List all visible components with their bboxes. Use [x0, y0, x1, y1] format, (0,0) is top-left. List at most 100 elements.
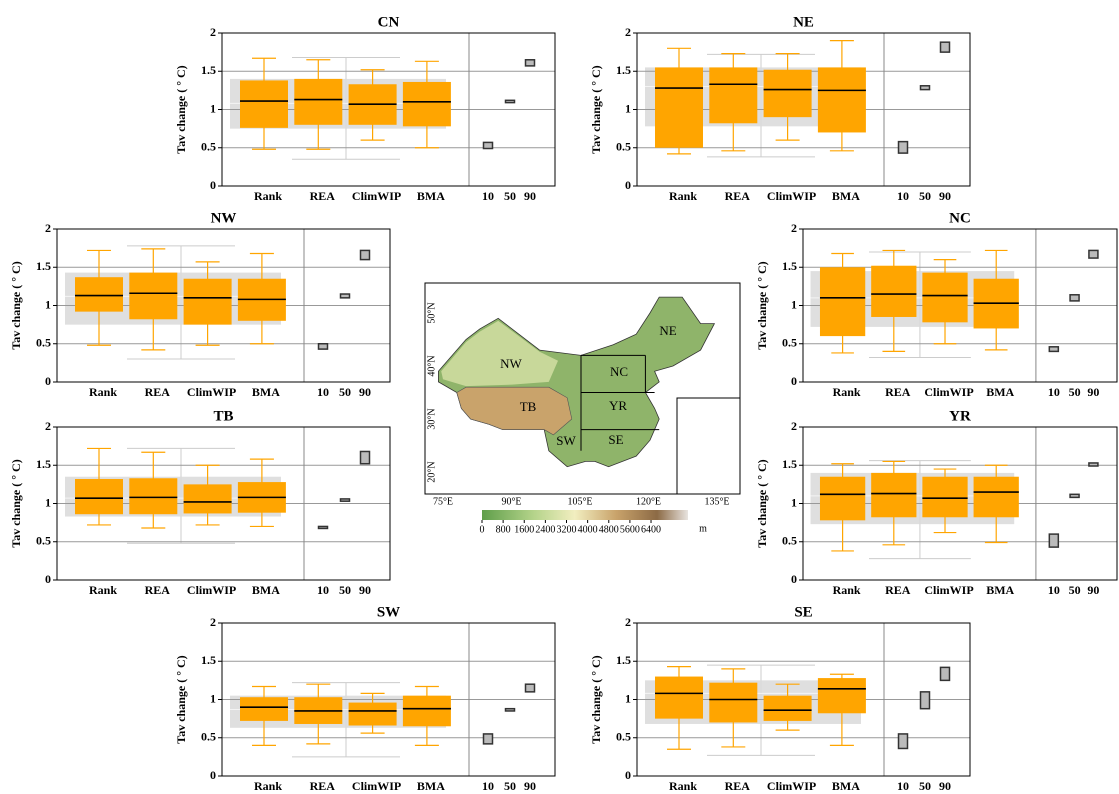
region-label: SE	[608, 432, 623, 447]
panel: NETav change ( ° C)00.511.52RankREAClimW…	[589, 14, 970, 202]
percentile-box	[526, 684, 535, 692]
percentile-box	[484, 142, 493, 148]
colorbar-label: 6400	[641, 524, 661, 535]
percentile-label: 50	[504, 189, 516, 203]
y-tick-label: 2	[210, 25, 216, 39]
percentile-label: 50	[919, 189, 931, 203]
percentile-label: 90	[524, 189, 536, 203]
y-axis-label: Tav change ( ° C)	[589, 655, 603, 743]
box	[974, 477, 1019, 518]
percentile-label: 90	[359, 385, 371, 399]
x-tick-label: REA	[725, 189, 751, 203]
box	[75, 277, 123, 311]
x-tick-label: ClimWIP	[767, 779, 816, 793]
percentile-box	[1089, 250, 1098, 258]
box	[349, 703, 397, 726]
x-tick-label: REA	[310, 189, 336, 203]
x-tick-label: BMA	[986, 583, 1014, 597]
figure: NWNENCYRTBSWSE50°N40°N30°N20°N75°E90°E10…	[0, 0, 1119, 794]
box	[655, 67, 703, 147]
lon-label: 105°E	[567, 496, 592, 507]
colorbar-label: 800	[496, 524, 511, 535]
percentile-box	[1089, 463, 1098, 466]
y-tick-label: 0.5	[616, 730, 631, 744]
lat-label: 20°N	[426, 461, 437, 482]
percentile-box	[1070, 494, 1079, 497]
y-tick-label: 1.5	[616, 653, 631, 667]
x-tick-label: REA	[145, 385, 171, 399]
box	[240, 697, 288, 721]
percentile-box	[361, 250, 370, 259]
x-tick-label: REA	[310, 779, 336, 793]
panel-title: NE	[793, 14, 814, 30]
inset	[677, 398, 740, 494]
x-tick-label: ClimWIP	[924, 385, 973, 399]
x-tick-label: BMA	[252, 583, 280, 597]
x-tick-label: BMA	[417, 189, 445, 203]
box	[871, 473, 916, 517]
panel-title: SE	[794, 604, 812, 620]
y-tick-label: 0	[45, 374, 51, 388]
x-tick-label: REA	[885, 385, 911, 399]
percentile-box	[319, 344, 328, 349]
y-tick-label: 2	[210, 615, 216, 629]
y-tick-label: 0.5	[782, 534, 797, 548]
box	[709, 67, 757, 123]
panel-title: NW	[211, 210, 237, 226]
lat-label: 40°N	[426, 355, 437, 376]
lon-label: 90°E	[501, 496, 521, 507]
colorbar	[482, 510, 688, 520]
map	[425, 283, 740, 520]
y-tick-label: 0.5	[36, 534, 51, 548]
y-tick-label: 0.5	[782, 336, 797, 350]
y-axis-label: Tav change ( ° C)	[174, 65, 188, 153]
y-tick-label: 0	[791, 374, 797, 388]
percentile-label: 50	[1069, 583, 1081, 597]
box	[403, 696, 451, 727]
y-tick-label: 0	[625, 768, 631, 782]
panel-title: TB	[213, 408, 233, 424]
box	[818, 678, 866, 713]
percentile-box	[1070, 295, 1079, 301]
panel: YRTav change ( ° C)00.511.52RankREAClimW…	[755, 408, 1117, 596]
x-tick-label: ClimWIP	[924, 583, 973, 597]
x-tick-label: ClimWIP	[187, 385, 236, 399]
box	[764, 70, 812, 117]
y-tick-label: 0.5	[201, 140, 216, 154]
region-label: NW	[500, 356, 522, 371]
y-tick-label: 0.5	[36, 336, 51, 350]
y-tick-label: 1	[45, 495, 51, 509]
y-tick-label: 0.5	[201, 730, 216, 744]
panel-title: SW	[377, 604, 400, 620]
lat-label: 30°N	[426, 408, 437, 429]
x-tick-label: ClimWIP	[352, 189, 401, 203]
x-tick-label: Rank	[254, 779, 282, 793]
x-tick-label: Rank	[833, 385, 861, 399]
percentile-box	[341, 294, 350, 298]
region-label: YR	[609, 398, 627, 413]
box	[764, 696, 812, 721]
region-label: TB	[520, 399, 537, 414]
percentile-label: 10	[897, 779, 909, 793]
y-tick-label: 1	[210, 101, 216, 115]
x-tick-label: Rank	[833, 583, 861, 597]
y-tick-label: 2	[45, 419, 51, 433]
percentile-label: 10	[482, 189, 494, 203]
colorbar-label: 1600	[514, 524, 534, 535]
box	[184, 484, 232, 513]
percentile-label: 50	[1069, 385, 1081, 399]
percentile-label: 10	[482, 779, 494, 793]
x-tick-label: REA	[145, 583, 171, 597]
x-tick-label: Rank	[89, 583, 117, 597]
x-tick-label: ClimWIP	[767, 189, 816, 203]
box	[818, 67, 866, 132]
y-tick-label: 1	[791, 297, 797, 311]
percentile-label: 50	[919, 779, 931, 793]
y-axis-label: Tav change ( ° C)	[174, 655, 188, 743]
percentile-box	[506, 709, 515, 711]
y-tick-label: 0	[210, 178, 216, 192]
x-tick-label: Rank	[89, 385, 117, 399]
x-tick-label: Rank	[669, 189, 697, 203]
